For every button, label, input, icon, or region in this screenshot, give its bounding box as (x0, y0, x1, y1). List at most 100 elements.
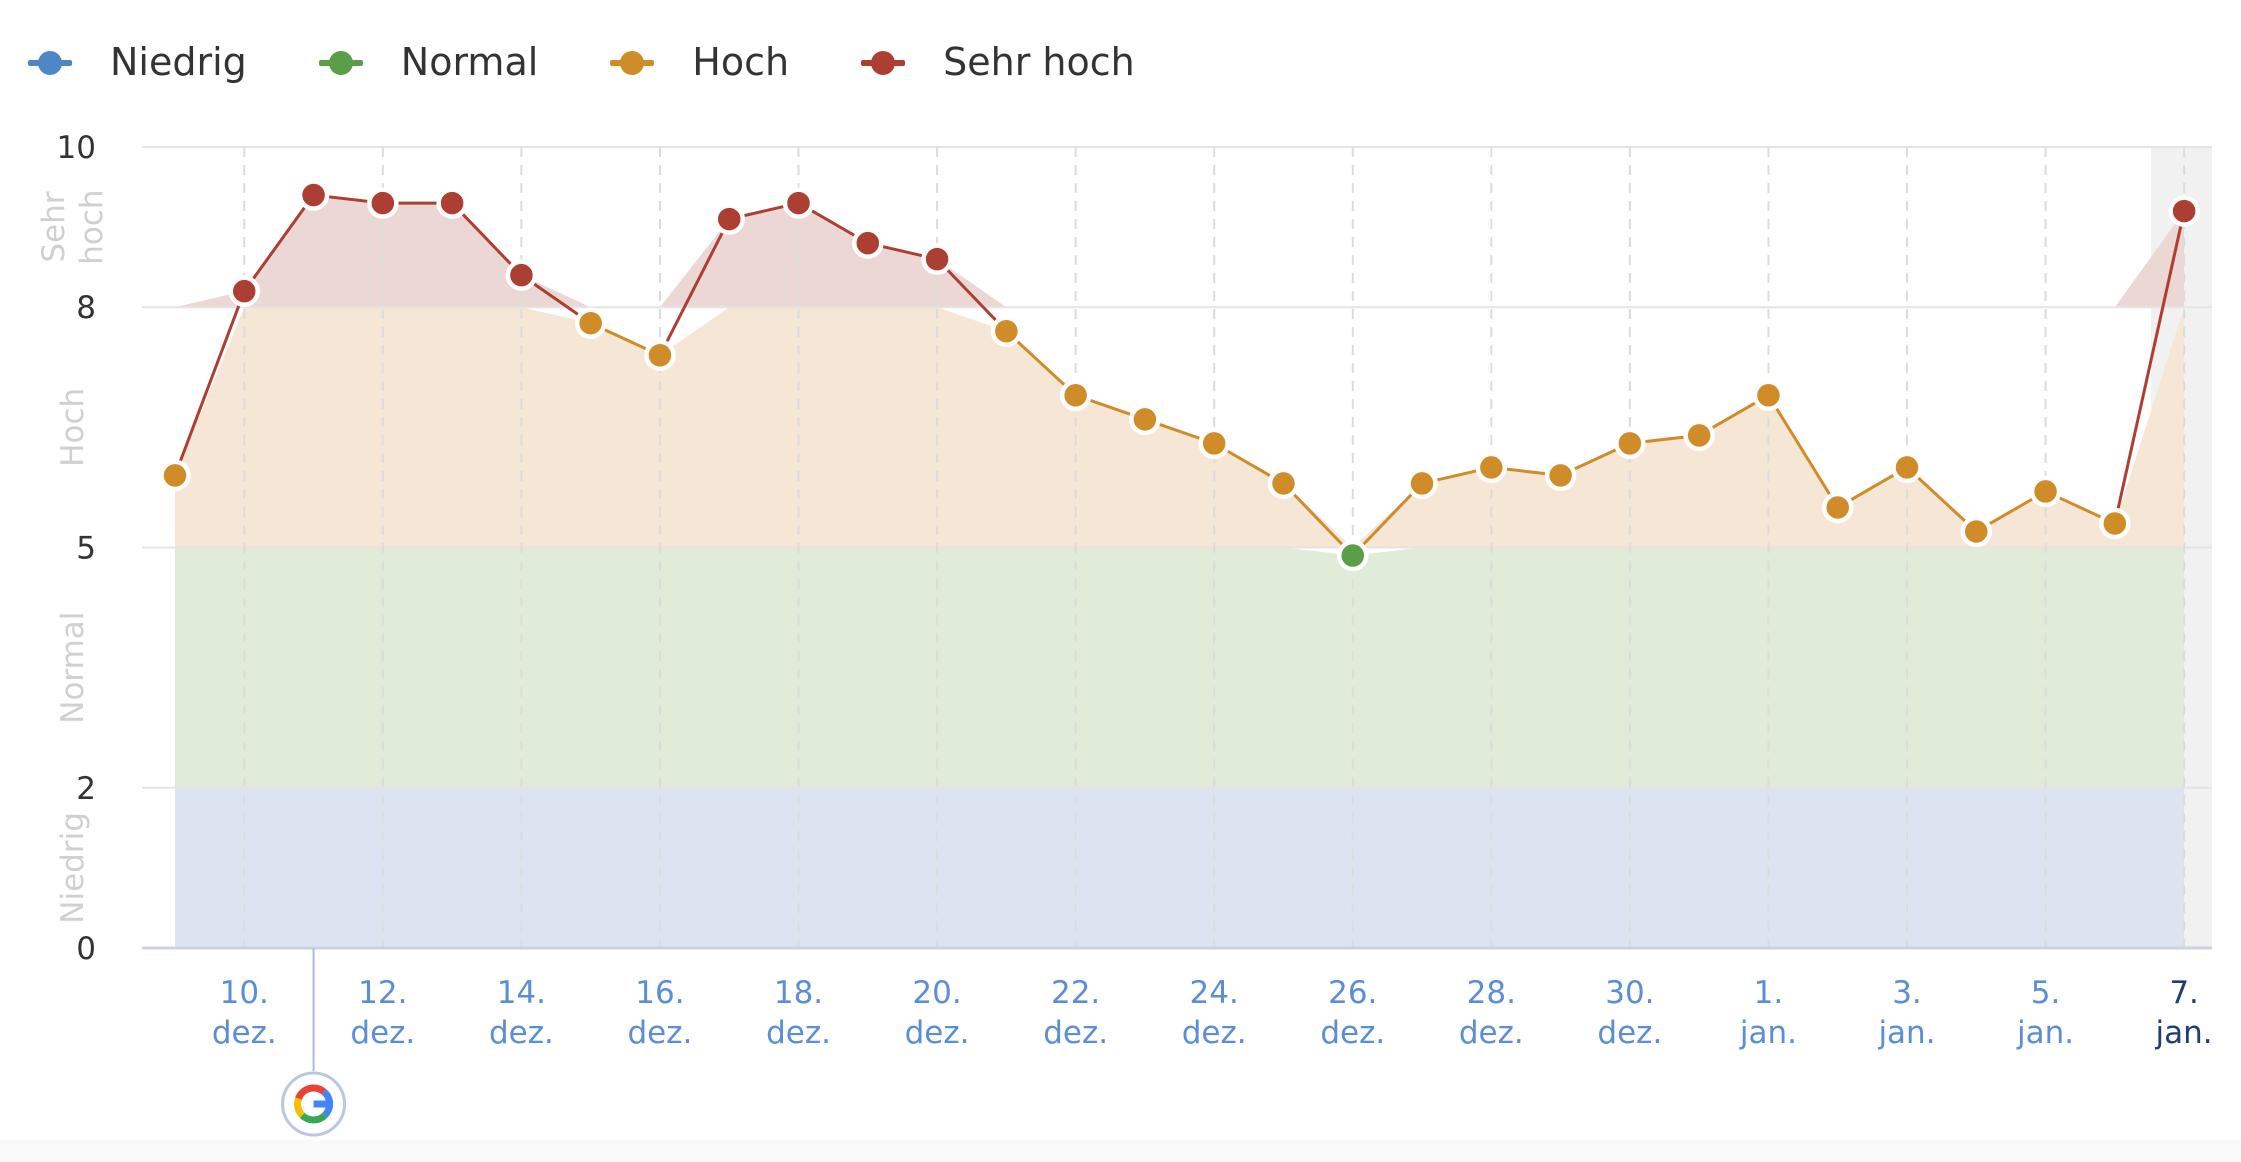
data-point (713, 203, 745, 235)
band-label: Niedrig (55, 812, 91, 924)
x-tick-label: dez. (766, 1015, 831, 1051)
google-g-icon (294, 1084, 334, 1124)
x-tick-label: dez. (1459, 1015, 1524, 1051)
data-point (1614, 427, 1646, 460)
series-segment (243, 194, 315, 293)
band-labels: Niedrig Normal Hoch Sehr hoch (36, 189, 110, 923)
band-normal (175, 547, 2185, 788)
series-segment (173, 290, 246, 476)
data-point (1267, 467, 1300, 500)
legend-label-hoch: Hoch (692, 40, 790, 84)
y-tick-label: 2 (76, 771, 96, 807)
data-point (1059, 379, 1092, 412)
band-sehr-hoch (175, 195, 2185, 308)
x-tick-label: 5. (2031, 975, 2061, 1011)
band-label: Hoch (55, 388, 91, 467)
data-point (2168, 195, 2200, 227)
series-points (159, 179, 2200, 572)
series-segment (1767, 394, 1839, 509)
data-point (505, 259, 538, 291)
series-segment (658, 218, 731, 356)
data-point (367, 187, 399, 219)
data-point (1475, 451, 1508, 484)
x-tick-labels: 10. dez. 12. dez. 14. dez. 16. dez. 18. dez. 20. de… (212, 975, 2213, 1051)
x-tick-label: 18. (774, 975, 823, 1011)
x-tick-label: jan. (1739, 1015, 1797, 1051)
x-tick-label: 24. (1190, 975, 1239, 1011)
y-tick-labels: 0 2 5 8 10 (57, 130, 96, 967)
data-point (297, 179, 330, 211)
legend-marker-normal (318, 51, 363, 75)
x-tick-label: 1. (1754, 975, 1784, 1011)
data-point (1198, 427, 1230, 460)
legend-marker-hoch (610, 51, 655, 75)
band-label: Sehr (36, 191, 72, 262)
x-tick-label: 3. (1892, 975, 1922, 1011)
x-tick-label: 12. (358, 975, 407, 1011)
footer-strip (0, 1140, 2241, 1162)
x-tick-label: dez. (212, 1015, 277, 1051)
x-tick-label: dez. (628, 1015, 693, 1051)
x-tick-label: jan. (2016, 1015, 2074, 1051)
data-point (1337, 539, 1369, 572)
x-tick-label: jan. (2155, 1015, 2213, 1051)
data-point (921, 243, 953, 275)
x-tick-label: dez. (1043, 1015, 1108, 1051)
x-tick-label: 26. (1328, 975, 1377, 1011)
data-point (1752, 379, 1785, 412)
x-tick-label: dez. (350, 1015, 415, 1051)
band-hoch (175, 307, 2185, 548)
annotation-marker (281, 948, 347, 1137)
series-segment (1351, 482, 1424, 557)
x-tick-label: dez. (1597, 1015, 1662, 1051)
legend-marker-sehr-hoch (861, 51, 906, 75)
x-tick-label: 14. (497, 975, 546, 1011)
data-point (1821, 491, 1854, 524)
y-tick-label: 10 (57, 130, 96, 166)
band-niedrig (175, 787, 2185, 948)
x-tick-label: 7. (2169, 975, 2199, 1011)
data-point (159, 459, 191, 492)
y-grid (142, 146, 2212, 789)
data-point (2099, 507, 2131, 540)
legend-item-hoch[interactable]: Hoch (610, 43, 789, 81)
x-tick-label: dez. (905, 1015, 970, 1051)
x-tick-label: dez. (1182, 1015, 1247, 1051)
band-label: Normal (55, 612, 91, 724)
legend-item-niedrig[interactable]: Niedrig (28, 43, 247, 81)
y-tick-label: 5 (76, 531, 96, 567)
data-point (782, 187, 815, 219)
legend-item-normal[interactable]: Normal (318, 40, 539, 84)
x-tick-label: jan. (1877, 1015, 1935, 1051)
series-segment (1282, 482, 1354, 557)
x-tick-label: 20. (912, 975, 961, 1011)
data-point (1891, 451, 1923, 484)
x-tick-label: 16. (635, 975, 684, 1011)
legend-label-sehr-hoch: Sehr hoch (943, 40, 1135, 84)
legend-marker-niedrig (28, 51, 72, 75)
data-point (1544, 459, 1577, 492)
legend-item-sehr-hoch[interactable]: Sehr hoch (861, 43, 1135, 81)
band-label: hoch (74, 189, 110, 264)
x-tick-label: dez. (1320, 1015, 1385, 1051)
legend: Niedrig Normal Hoch Sehr hoch (28, 30, 1207, 94)
data-point (436, 187, 468, 219)
legend-label-niedrig: Niedrig (110, 40, 247, 84)
x-tick-label: dez. (489, 1015, 554, 1051)
x-tick-label: 10. (220, 975, 269, 1011)
data-point (1960, 515, 1993, 548)
x-tick-label: 22. (1051, 975, 1100, 1011)
series-segment (2113, 210, 2186, 524)
y-tick-label: 8 (76, 290, 96, 326)
data-point (1683, 419, 1715, 452)
x-tick-label: 28. (1467, 975, 1516, 1011)
data-point (2029, 475, 2062, 508)
legend-label-normal: Normal (400, 40, 539, 84)
data-point (1406, 467, 1438, 500)
data-point (574, 307, 607, 339)
band-areas (175, 195, 2185, 948)
data-point (1129, 403, 1161, 436)
data-point (990, 315, 1023, 347)
